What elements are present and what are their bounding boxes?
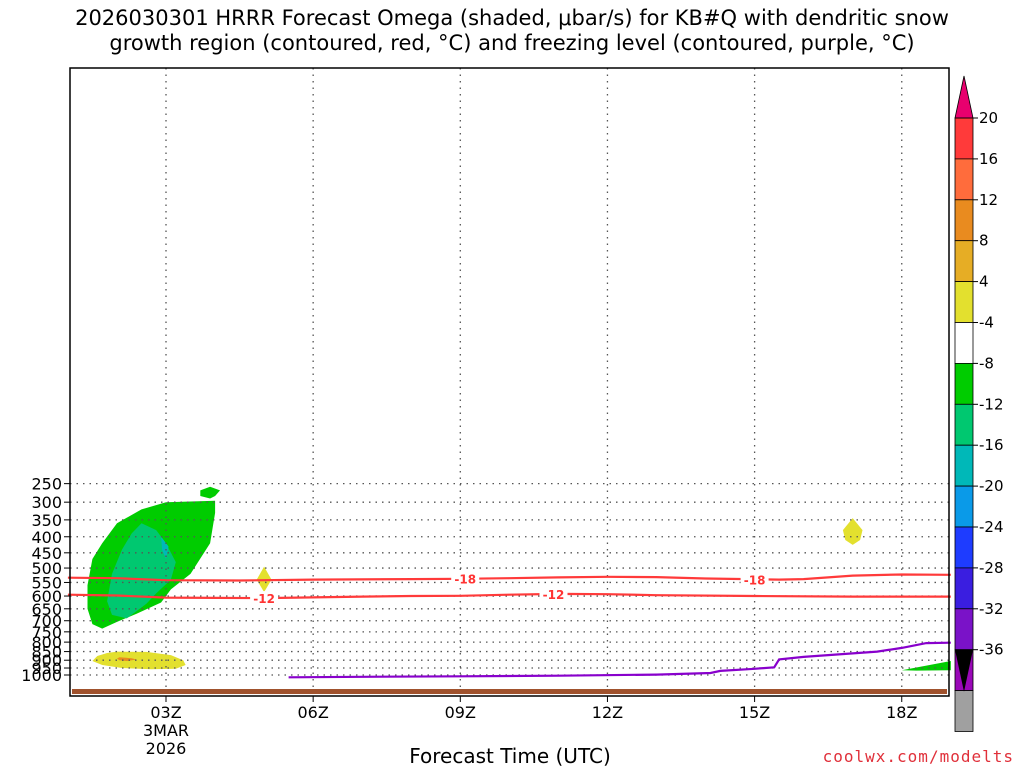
colorbar-label-2: 12 [979, 191, 998, 209]
x-tick-label-09Z: 09Z [445, 703, 476, 722]
colorbar-swatch-13 [954, 608, 974, 651]
title-line-1: 2026030301 HRRR Forecast Omega (shaded, … [75, 6, 949, 30]
colorbar-swatch-8 [954, 403, 974, 446]
x-date-label-1: 3MAR [143, 721, 189, 740]
contour-dendritic-minus12 [67, 592, 951, 600]
y-tick-label-550: 550 [31, 573, 62, 592]
colorbar-bottom-arrow [955, 649, 973, 692]
omega-region-ascent-lowlevel [901, 661, 951, 671]
colorbar-swatch-3 [954, 199, 974, 242]
colorbar-swatch-1 [954, 117, 974, 160]
y-tick-label-750: 750 [31, 623, 62, 642]
title-line-2: growth region (contoured, red, °C) and f… [109, 31, 915, 55]
colorbar-label-8: -16 [979, 436, 1004, 454]
x-tick-label-03Z: 03Z [150, 703, 181, 722]
contour-label-bg [250, 591, 279, 606]
colorbar-label-7: -12 [979, 395, 1004, 413]
terrain-strip [72, 689, 947, 694]
omega-region-ascent-max [161, 536, 169, 559]
colorbar-swatch-7 [954, 362, 974, 405]
credit-text: coolwx.com/modelts [822, 747, 1014, 766]
y-tick-label-1000: 1000 [21, 666, 62, 685]
y-tick-label-650: 650 [31, 600, 62, 619]
colorbar-label-10: -24 [979, 518, 1004, 536]
y-tick-label-950: 950 [31, 659, 62, 678]
colorbar-swatch-5 [954, 281, 974, 323]
y-tick-label-400: 400 [31, 528, 62, 547]
x-tick-label-15Z: 15Z [739, 703, 770, 722]
y-tick-label-600: 600 [31, 587, 62, 606]
colorbar-label-6: -8 [979, 354, 994, 372]
colorbar-label-11: -28 [979, 559, 1004, 577]
contour-freezing-level [288, 641, 951, 679]
colorbar-swatch-6 [954, 322, 974, 364]
colorbar-label-4: 4 [979, 273, 989, 291]
colorbar-label-5: -4 [979, 314, 994, 332]
colorbar-swatch-9 [954, 444, 974, 487]
y-tick-label-800: 800 [31, 633, 62, 652]
colorbar-top-outline [954, 75, 974, 119]
plot-frame [69, 67, 950, 697]
grid-lines [70, 68, 949, 696]
omega-region-sinking-upper [842, 518, 863, 545]
colorbar-label-1: 16 [979, 150, 998, 168]
terrain [72, 689, 947, 694]
colorbar-label-13: -36 [979, 641, 1004, 659]
y-tick-label-300: 300 [31, 493, 62, 512]
y-axis: 2503003504004505005506006507007508008509… [21, 475, 70, 685]
x-tick-label-06Z: 06Z [297, 703, 328, 722]
colorbar-swatch-11 [954, 526, 974, 569]
colorbar-label-12: -32 [979, 600, 1004, 618]
y-tick-label-450: 450 [31, 544, 62, 563]
contour-label-dendritic-minus12-2: -12 [543, 588, 565, 602]
colorbar-swatch-15 [954, 690, 974, 732]
y-tick-label-900: 900 [31, 651, 62, 670]
colorbar: 20 16 12 8 4 -4 -8 -12 -16 -20 -24 -28 -32 -36 [954, 75, 1004, 732]
colorbar-swatch-4 [954, 240, 974, 282]
contour-dendritic-minus18 [67, 573, 951, 582]
colorbar-top-arrow [955, 76, 973, 118]
contour-label-dendritic-minus18-2: -18 [744, 573, 766, 587]
omega-shading [87, 486, 951, 671]
omega-region-sinking-core [117, 657, 137, 661]
colorbar-label-0: 20 [979, 109, 998, 127]
contours: -18 -18 -12 -12 [67, 571, 951, 679]
omega-region-sinking-low [92, 651, 186, 670]
y-tick-label-250: 250 [31, 475, 62, 494]
x-tick-label-12Z: 12Z [592, 703, 623, 722]
chart-title: 2026030301 HRRR Forecast Omega (shaded, … [0, 6, 1024, 56]
omega-region-ascent-upper [200, 486, 220, 499]
omega-region-ascent-core [107, 523, 176, 619]
x-date-label-2: 2026 [146, 739, 187, 758]
contour-label-bg [539, 587, 568, 602]
x-tick-label-18Z: 18Z [886, 703, 917, 722]
colorbar-swatch-10 [954, 485, 974, 528]
contour-label-dendritic-minus12-1: -12 [253, 592, 275, 606]
y-tick-label-350: 350 [31, 511, 62, 530]
colorbar-label-3: 8 [979, 232, 989, 250]
x-axis-label: Forecast Time (UTC) [409, 744, 611, 768]
contour-label-dendritic-minus18-1: -18 [454, 573, 476, 587]
colorbar-swatch-12 [954, 567, 974, 610]
y-tick-label-500: 500 [31, 559, 62, 578]
y-tick-label-700: 700 [31, 612, 62, 631]
contour-label-bg [740, 572, 769, 587]
y-tick-label-850: 850 [31, 643, 62, 662]
contour-label-bg [451, 571, 480, 586]
colorbar-label-9: -20 [979, 477, 1004, 495]
colorbar-swatch-2 [954, 158, 974, 201]
